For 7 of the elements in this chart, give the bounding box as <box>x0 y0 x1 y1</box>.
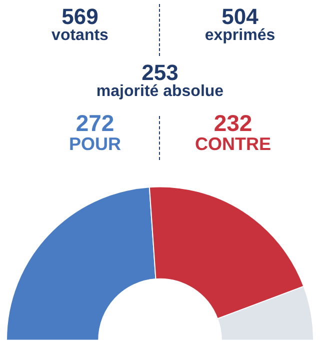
data-label: 272 <box>74 110 116 136</box>
slice-label: CONTRE <box>194 134 272 154</box>
text: 504 exprimés <box>204 4 276 44</box>
data-label: 232 <box>212 110 254 136</box>
slice-label: POUR <box>68 134 122 154</box>
text: 253 majorité absolue <box>95 60 225 100</box>
text: 569 votants <box>50 4 110 44</box>
